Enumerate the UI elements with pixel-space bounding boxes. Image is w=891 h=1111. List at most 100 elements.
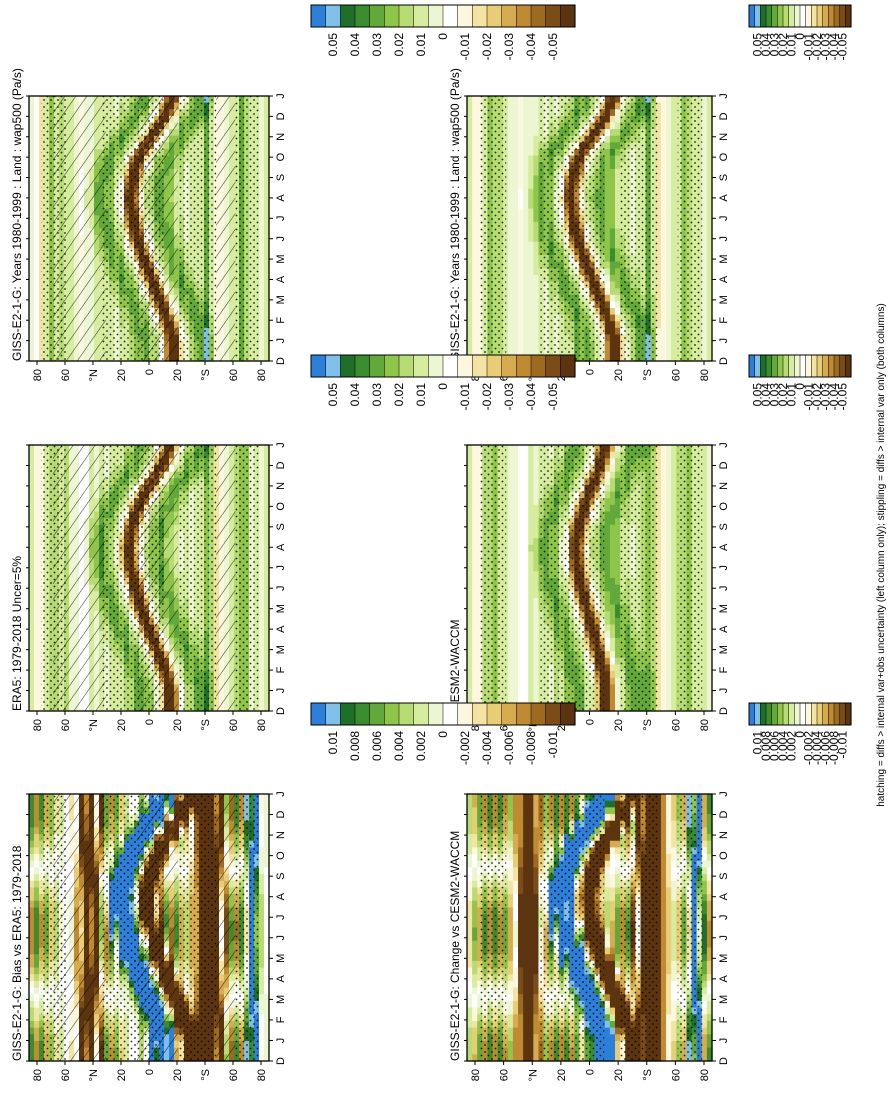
heatmap-cell — [655, 96, 662, 104]
heatmap-cell — [528, 248, 534, 256]
heatmap-cell — [615, 96, 621, 104]
heatmap-cell — [34, 498, 40, 506]
heatmap-cell — [533, 129, 540, 137]
heatmap-cell — [34, 697, 40, 705]
heatmap-cell — [264, 294, 270, 302]
heatmap-cell — [259, 135, 265, 143]
heatmap-cell — [512, 129, 519, 137]
heatmap-cell — [29, 591, 35, 599]
heatmap-cell — [512, 115, 519, 124]
heatmap-cell — [666, 109, 672, 117]
heatmap-cell — [518, 321, 524, 329]
lat-tick-label: 20 — [613, 369, 625, 381]
heatmap-cell — [507, 142, 514, 150]
heatmap-cell — [472, 195, 478, 203]
heatmap-cell — [512, 135, 519, 143]
heatmap-cell — [706, 261, 713, 269]
month-tick-label: J — [275, 216, 287, 222]
heatmap-cell — [671, 354, 677, 362]
heatmap-cell — [706, 294, 713, 302]
heatmap-cell — [604, 162, 611, 170]
heatmap-cell — [655, 261, 662, 269]
heatmap-cell — [512, 274, 519, 283]
heatmap-cell — [512, 341, 519, 349]
heatmap-cell — [655, 122, 662, 130]
lat-tick-label: °S — [200, 369, 212, 381]
heatmap-cell — [615, 354, 621, 362]
heatmap-cell — [609, 288, 616, 296]
heatmap-cell — [615, 221, 621, 230]
heatmap-cell — [512, 142, 519, 150]
heatmap-cell — [259, 96, 265, 104]
heatmap-cell — [655, 288, 662, 296]
heatmap-cell — [655, 182, 662, 190]
panel-2: DJFMAMJJASONDJ8060°N20020°S6080GISS-E2-1… — [448, 68, 730, 381]
heatmap-cell — [29, 235, 35, 243]
heatmap-cell — [533, 109, 540, 117]
heatmap-cell — [660, 135, 667, 143]
heatmap-cell — [701, 162, 708, 170]
lat-tick-label: 80 — [32, 369, 44, 381]
heatmap-cell — [264, 102, 270, 110]
heatmap-cell — [701, 281, 708, 289]
heatmap-cell — [518, 109, 524, 117]
heatmap-cell — [655, 202, 662, 210]
heatmap-cell — [701, 155, 708, 163]
heatmap-cell — [533, 334, 540, 342]
heatmap-cell — [609, 215, 616, 223]
heatmap-cell — [528, 195, 534, 203]
lat-tick-label: 0 — [585, 369, 597, 375]
heatmap-cell — [29, 617, 35, 626]
hatch-region — [137, 96, 178, 361]
heatmap-cell — [660, 96, 667, 104]
heatmap-cell — [29, 341, 35, 349]
heatmap-cell — [29, 684, 35, 692]
heatmap-cell — [29, 215, 35, 223]
heatmap-cell — [34, 248, 40, 256]
heatmap-cell — [264, 162, 270, 170]
heatmap-cell — [512, 168, 519, 177]
heatmap-cell — [472, 208, 478, 216]
heatmap-cell — [518, 162, 524, 170]
heatmap-cell — [706, 195, 713, 203]
heatmap-cell — [533, 241, 540, 249]
heatmap-cell — [29, 102, 35, 110]
heatmap-cell — [615, 155, 621, 163]
heatmap-cell — [29, 445, 35, 453]
heatmap-cell — [29, 671, 35, 679]
heatmap-cell — [472, 221, 478, 230]
heatmap-cell — [660, 314, 667, 322]
heatmap-cell — [507, 195, 514, 203]
heatmap-cell — [34, 511, 40, 519]
heatmap-cell — [264, 255, 270, 263]
heatmap-cell — [34, 182, 40, 190]
heatmap-cell — [604, 142, 611, 150]
heatmap-cell — [666, 235, 672, 243]
heatmap-cell — [706, 182, 713, 190]
heatmap-cell — [507, 168, 514, 177]
heatmap-cell — [264, 115, 270, 124]
heatmap-cell — [472, 301, 478, 309]
heatmap-cell — [604, 96, 611, 104]
heatmap-cell — [706, 288, 713, 296]
heatmap-cell — [507, 281, 514, 289]
heatmap-cell — [533, 182, 540, 190]
heatmap-cell — [533, 314, 540, 322]
heatmap-cell — [604, 115, 611, 124]
heatmap-cell — [615, 135, 621, 143]
heatmap-cell — [660, 255, 667, 263]
heatmap-cell — [29, 544, 35, 552]
heatmap-cell — [655, 142, 662, 150]
heatmap-cell — [34, 235, 40, 243]
heatmap-cell — [34, 564, 40, 572]
heatmap-cell — [518, 102, 524, 110]
heatmap-cell — [615, 149, 621, 157]
month-tick-label: A — [718, 194, 730, 202]
heatmap-cell — [701, 142, 708, 150]
heatmap-cell — [264, 221, 270, 230]
heatmap-cell — [701, 96, 708, 104]
heatmap-cell — [655, 314, 662, 322]
heatmap-cell — [615, 115, 621, 124]
heatmap-cell — [29, 458, 35, 466]
heatmap-cell — [615, 308, 621, 316]
